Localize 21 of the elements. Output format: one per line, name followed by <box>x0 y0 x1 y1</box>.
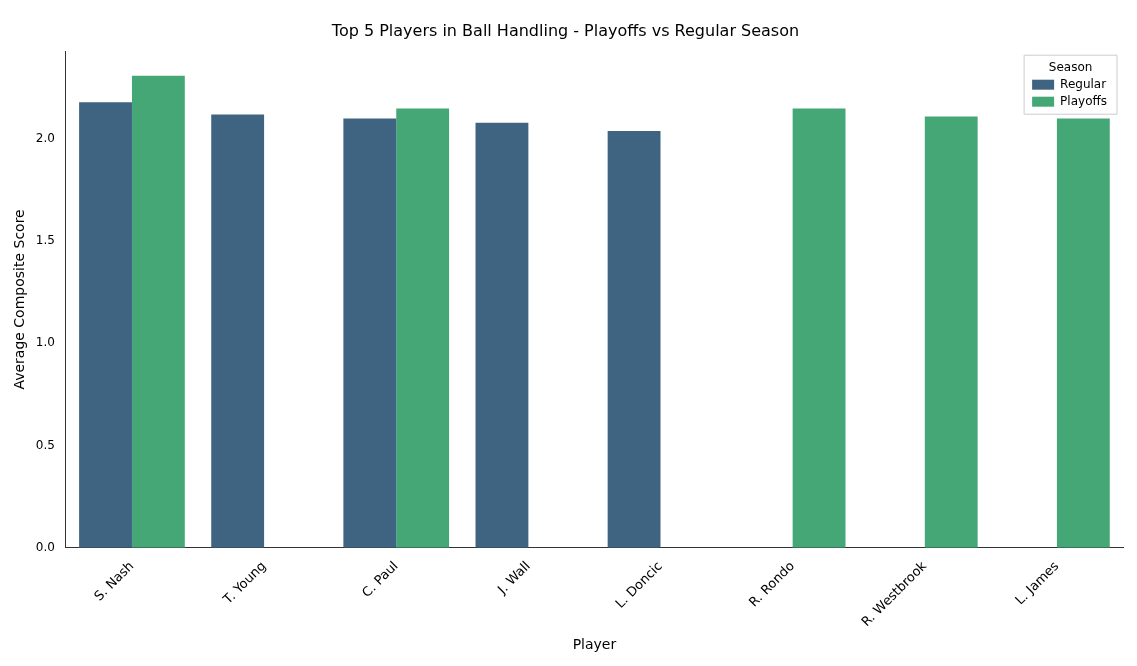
y-tick-label: 2.0 <box>35 131 55 146</box>
legend-title: Season <box>1048 59 1093 74</box>
legend-label: Playoffs <box>1060 93 1107 108</box>
bar <box>79 102 132 548</box>
y-tick-label: 1.0 <box>35 335 55 350</box>
x-axis-title: Player <box>572 636 617 653</box>
legend-label: Regular <box>1060 76 1107 91</box>
y-tick-label: 0.5 <box>35 437 55 452</box>
y-axis-title: Average Composite Score <box>11 209 28 390</box>
chart-title: Top 5 Players in Ball Handling - Playoffs vs Regular Season <box>330 20 800 40</box>
bar <box>1056 118 1110 548</box>
bar <box>792 108 846 548</box>
bar <box>475 122 529 548</box>
y-tick-label: 1.5 <box>35 233 55 248</box>
bar <box>396 108 450 548</box>
bar <box>343 118 397 548</box>
bar <box>211 114 265 548</box>
bar <box>607 130 661 548</box>
bar <box>924 116 978 548</box>
bar <box>131 75 185 548</box>
y-tick-label: 0.0 <box>35 539 55 554</box>
